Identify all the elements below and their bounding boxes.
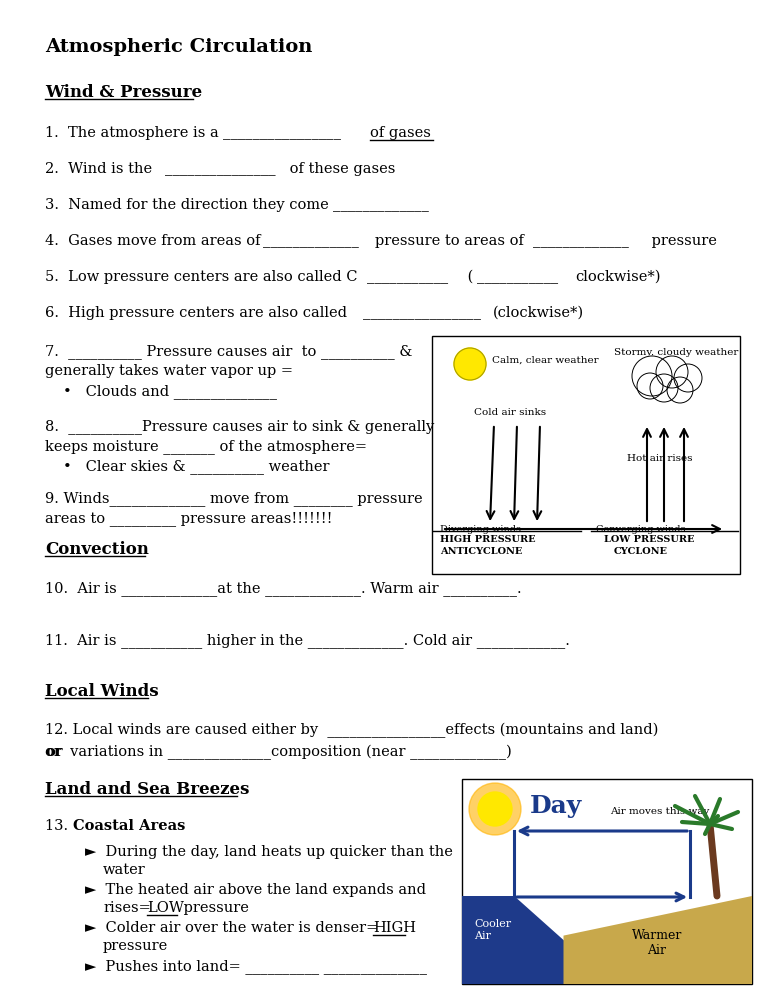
Text: Convection: Convection — [45, 541, 149, 558]
Text: 6.  High pressure centers are also called: 6. High pressure centers are also called — [45, 306, 352, 320]
Text: Cooler
Air: Cooler Air — [474, 919, 511, 940]
Circle shape — [478, 792, 512, 826]
Text: CYCLONE: CYCLONE — [614, 547, 668, 556]
Text: Air moves this way: Air moves this way — [610, 807, 710, 816]
Bar — [432, 336, 740, 574]
Circle shape — [656, 356, 688, 388]
Text: ►  The heated air above the land expands and: ► The heated air above the land expands … — [85, 883, 426, 897]
Text: Coastal Areas: Coastal Areas — [73, 819, 185, 833]
Text: 7.  __________ Pressure causes air  to __________ &: 7. __________ Pressure causes air to ___… — [45, 344, 412, 359]
Text: Calm, clear weather: Calm, clear weather — [492, 356, 598, 365]
Text: Cold air sinks: Cold air sinks — [474, 408, 546, 417]
Text: ►  Colder air over the water is denser=: ► Colder air over the water is denser= — [85, 921, 383, 935]
Text: pressure: pressure — [103, 939, 168, 953]
Text: 11.  Air is ___________ higher in the _____________. Cold air ____________.: 11. Air is ___________ higher in the ___… — [45, 633, 570, 648]
Text: ___________: ___________ — [367, 270, 448, 284]
Text: 2.  Wind is the: 2. Wind is the — [45, 162, 157, 176]
Text: Local Winds: Local Winds — [45, 683, 159, 700]
Text: HIGH: HIGH — [373, 921, 416, 935]
Text: rises=: rises= — [103, 901, 151, 915]
Text: Warmer
Air: Warmer Air — [632, 929, 682, 957]
Text: _______________: _______________ — [165, 162, 276, 176]
Text: Stormy, cloudy weather: Stormy, cloudy weather — [614, 348, 738, 357]
Text: water: water — [103, 863, 146, 877]
Text: generally takes water vapor up =: generally takes water vapor up = — [45, 364, 293, 378]
Text: LOW: LOW — [147, 901, 184, 915]
Text: keeps moisture _______ of the atmosphere=: keeps moisture _______ of the atmosphere… — [45, 439, 367, 454]
Text: 8.  __________Pressure causes air to sink & generally: 8. __________Pressure causes air to sink… — [45, 419, 434, 433]
Polygon shape — [564, 896, 752, 984]
Circle shape — [454, 348, 486, 380]
Text: Land and Sea Breezes: Land and Sea Breezes — [45, 781, 250, 798]
Circle shape — [667, 377, 693, 403]
Text: 13.: 13. — [45, 819, 73, 833]
Text: or  variations in ______________composition (near _____________): or variations in ______________compositi… — [45, 745, 511, 760]
Text: 3.  Named for the direction they come: 3. Named for the direction they come — [45, 198, 333, 212]
Circle shape — [469, 783, 521, 835]
Text: of these gases: of these gases — [285, 162, 396, 176]
Text: Diverging winds: Diverging winds — [440, 525, 521, 534]
Circle shape — [650, 374, 678, 402]
Text: 1.  The atmosphere is a: 1. The atmosphere is a — [45, 126, 223, 140]
Text: Hot air rises: Hot air rises — [627, 454, 693, 463]
Text: of gases: of gases — [370, 126, 431, 140]
Text: areas to _________ pressure areas!!!!!!!: areas to _________ pressure areas!!!!!!! — [45, 511, 333, 526]
Text: ___________: ___________ — [477, 270, 558, 284]
Text: 4.  Gases move from areas of: 4. Gases move from areas of — [45, 234, 265, 248]
Text: Converging winds: Converging winds — [596, 525, 686, 534]
Text: 12. Local winds are caused either by  ________________effects (mountains and lan: 12. Local winds are caused either by ___… — [45, 723, 658, 739]
Text: ________________: ________________ — [363, 306, 481, 320]
Text: Day: Day — [530, 794, 582, 818]
Text: pressure: pressure — [647, 234, 717, 248]
Text: •   Clouds and ______________: • Clouds and ______________ — [63, 384, 277, 399]
Text: (clockwise*): (clockwise*) — [493, 306, 584, 320]
Circle shape — [632, 356, 672, 396]
Text: •   Clear skies & __________ weather: • Clear skies & __________ weather — [63, 459, 329, 474]
Text: HIGH PRESSURE: HIGH PRESSURE — [440, 535, 535, 544]
Text: ANTICYCLONE: ANTICYCLONE — [440, 547, 522, 556]
Circle shape — [674, 364, 702, 392]
Polygon shape — [462, 896, 613, 984]
Text: _____________: _____________ — [533, 234, 629, 248]
Text: Wind & Pressure: Wind & Pressure — [45, 84, 202, 101]
Text: ►  Pushes into land= __________ ______________: ► Pushes into land= __________ _________… — [85, 959, 427, 974]
Text: pressure: pressure — [179, 901, 249, 915]
Text: clockwise*): clockwise*) — [575, 270, 660, 284]
Text: ________________: ________________ — [223, 126, 341, 140]
Text: 10.  Air is _____________at the _____________. Warm air __________.: 10. Air is _____________at the _________… — [45, 581, 521, 595]
Text: (: ( — [463, 270, 473, 284]
Text: or: or — [45, 745, 62, 759]
Text: 9. Winds_____________ move from ________ pressure: 9. Winds_____________ move from ________… — [45, 491, 422, 506]
Text: _____________: _____________ — [333, 198, 429, 212]
Text: 5.  Low pressure centers are also called C: 5. Low pressure centers are also called … — [45, 270, 357, 284]
Text: pressure to areas of: pressure to areas of — [375, 234, 528, 248]
Text: Atmospheric Circulation: Atmospheric Circulation — [45, 38, 313, 56]
Bar — [462, 779, 752, 984]
Text: ►  During the day, land heats up quicker than the: ► During the day, land heats up quicker … — [85, 845, 453, 859]
Text: _____________: _____________ — [263, 234, 359, 248]
Text: LOW PRESSURE: LOW PRESSURE — [604, 535, 694, 544]
Circle shape — [637, 373, 663, 399]
